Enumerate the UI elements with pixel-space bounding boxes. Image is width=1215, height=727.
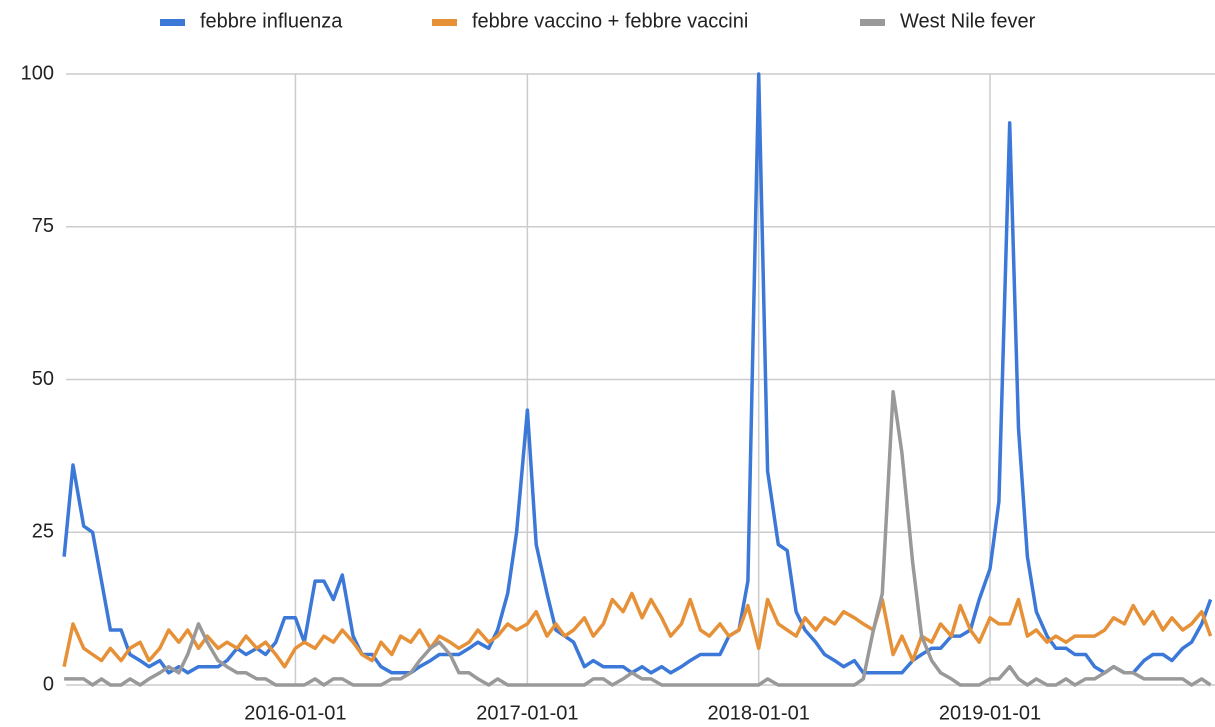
line-series: [62, 591, 1213, 669]
x-tick-label: 2016-01-01: [244, 702, 346, 724]
y-tick-label: 0: [43, 673, 54, 695]
legend-label: West Nile fever: [900, 10, 1036, 32]
legend-label: febbre influenza: [200, 10, 343, 32]
y-tick-label: 25: [32, 521, 54, 543]
legend-swatch: [432, 19, 457, 26]
y-tick-label: 75: [32, 215, 54, 237]
legend-swatch: [160, 19, 185, 26]
legend-label: febbre vaccino + febbre vaccini: [472, 10, 748, 32]
x-tick-label: 2018-01-01: [708, 702, 810, 724]
legend-swatch: [860, 19, 885, 26]
x-tick-label: 2017-01-01: [476, 702, 578, 724]
x-tick-label: 2019-01-01: [939, 702, 1041, 724]
line-series: [62, 72, 1213, 675]
line-series: [64, 389, 1212, 687]
y-tick-label: 50: [32, 368, 54, 390]
y-tick-label: 100: [21, 62, 54, 84]
